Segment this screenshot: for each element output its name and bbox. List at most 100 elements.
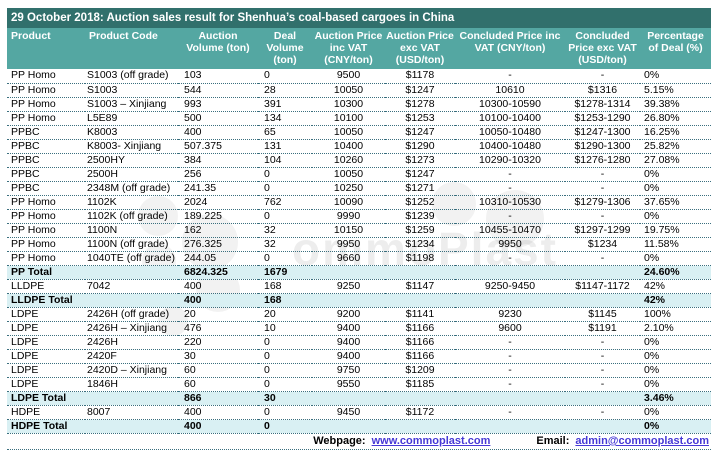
cell-concluded-price-exc-vat: - bbox=[565, 349, 640, 364]
cell-percentage-of-deal: 27.08% bbox=[640, 153, 711, 168]
cell-auction-price-inc-vat: 10250 bbox=[312, 181, 385, 196]
table-row: PP Homo S1003 – Xinjiang 993 391 10300 $1278 1… bbox=[7, 97, 711, 112]
cell-product-code: 1102K bbox=[85, 195, 178, 210]
table-row: PPBC 2500H 256 0 10050 $1247- -0% bbox=[7, 167, 711, 182]
cell-concluded-price-inc-vat: 10310-10530 bbox=[455, 195, 565, 210]
cell-concluded-price-inc-vat: 9950 bbox=[455, 237, 565, 252]
column-header-product-code: Product Code bbox=[85, 28, 178, 69]
cell-auction-volume: 544 bbox=[178, 83, 258, 98]
cell-deal-volume: 0 bbox=[258, 251, 312, 266]
cell-percentage-of-deal: 0% bbox=[640, 349, 711, 364]
cell-concluded-price-inc-vat bbox=[455, 419, 565, 434]
cell-percentage-of-deal: 0% bbox=[640, 181, 711, 196]
table-header-row: Product Product Code Auction Volume (ton) D… bbox=[7, 28, 711, 69]
table-row: PP Homo S1003 544 28 10050 $1247 10610 $1316 5.1… bbox=[7, 83, 711, 98]
cell-auction-price-inc-vat: 10150 bbox=[312, 223, 385, 238]
cell-auction-volume: 60 bbox=[178, 377, 258, 392]
cell-product: LDPE bbox=[7, 349, 85, 364]
cell-auction-volume: 220 bbox=[178, 335, 258, 350]
cell-deal-volume: 131 bbox=[258, 139, 312, 154]
cell-auction-price-exc-vat: $1166 bbox=[385, 335, 455, 350]
cell-concluded-price-exc-vat: $1253-1290 bbox=[565, 111, 640, 126]
cell-auction-price-inc-vat: 9950 bbox=[312, 237, 385, 252]
cell-concluded-price-exc-vat: $1278-1314 bbox=[565, 97, 640, 112]
cell-auction-price-inc-vat: 10100 bbox=[312, 111, 385, 126]
cell-concluded-price-inc-vat: - bbox=[455, 405, 565, 420]
cell-product-code bbox=[85, 419, 178, 434]
cell-auction-price-exc-vat: $1247 bbox=[385, 83, 455, 98]
column-header-percentage-of-deal: Percentage of Deal (%) bbox=[640, 28, 711, 69]
total-row: LLDPE Total 400 168 42% bbox=[7, 293, 711, 308]
cell-product-code: K8003- Xinjiang bbox=[85, 139, 178, 154]
cell-deal-volume: 0 bbox=[258, 167, 312, 182]
column-header-auction-volume: Auction Volume (ton) bbox=[178, 28, 258, 69]
cell-auction-price-inc-vat: 9550 bbox=[312, 377, 385, 392]
cell-concluded-price-inc-vat: - bbox=[455, 167, 565, 182]
cell-deal-volume: 65 bbox=[258, 125, 312, 140]
cell-product: PP Homo bbox=[7, 209, 85, 224]
cell-deal-volume: 0 bbox=[258, 405, 312, 420]
table-row: PPBC 2500HY 384 104 10260 $1273 10290-10320 $12… bbox=[7, 153, 711, 168]
email-link[interactable]: admin@commoplast.com bbox=[575, 435, 709, 447]
cell-auction-volume: 6824.325 bbox=[178, 265, 258, 280]
cell-product: LLDPE bbox=[7, 279, 85, 294]
cell-deal-volume: 20 bbox=[258, 307, 312, 322]
cell-product-code bbox=[85, 293, 178, 308]
cell-auction-price-exc-vat: $1166 bbox=[385, 349, 455, 364]
cell-auction-price-inc-vat: 9400 bbox=[312, 335, 385, 350]
column-header-product: Product bbox=[7, 28, 85, 69]
cell-auction-price-inc-vat: 10050 bbox=[312, 83, 385, 98]
cell-product-code: 2420F bbox=[85, 349, 178, 364]
column-header-auction-price-inc-vat: Auction Price inc VAT (CNY/ton) bbox=[312, 28, 385, 69]
cell-product: LLDPE Total bbox=[7, 293, 85, 308]
cell-product: PPBC bbox=[7, 181, 85, 196]
cell-product: PP Homo bbox=[7, 111, 85, 126]
table-row: PP Homo 1040TE (off grade) 244.05 0 9660 $119… bbox=[7, 251, 711, 266]
cell-auction-price-exc-vat: $1234 bbox=[385, 237, 455, 252]
footer: Webpage: www.commoplast.com Email: admin… bbox=[7, 434, 711, 450]
cell-concluded-price-inc-vat: 10300-10590 bbox=[455, 97, 565, 112]
cell-product-code: S1003 (off grade) bbox=[85, 69, 178, 84]
cell-concluded-price-exc-vat: - bbox=[565, 69, 640, 84]
cell-concluded-price-inc-vat: - bbox=[455, 181, 565, 196]
cell-auction-price-exc-vat: $1147 bbox=[385, 279, 455, 294]
cell-product-code: 2426H – Xinjiang bbox=[85, 321, 178, 336]
cell-concluded-price-inc-vat: - bbox=[455, 377, 565, 392]
cell-auction-volume: 189.225 bbox=[178, 209, 258, 224]
webpage-link[interactable]: www.commoplast.com bbox=[371, 435, 491, 447]
cell-concluded-price-exc-vat: $1247-1300 bbox=[565, 125, 640, 140]
cell-product: LDPE bbox=[7, 363, 85, 378]
cell-percentage-of-deal: 16.25% bbox=[640, 125, 711, 140]
cell-auction-price-exc-vat: $1209 bbox=[385, 363, 455, 378]
cell-concluded-price-exc-vat: - bbox=[565, 251, 640, 266]
cell-concluded-price-inc-vat bbox=[455, 293, 565, 308]
table-row: PP Homo 1102K (off grade) 189.225 0 9990 $123… bbox=[7, 209, 711, 224]
cell-product: PP Homo bbox=[7, 195, 85, 210]
cell-concluded-price-exc-vat: - bbox=[565, 363, 640, 378]
cell-product-code: 2426H bbox=[85, 335, 178, 350]
cell-concluded-price-exc-vat: $1191 bbox=[565, 321, 640, 336]
cell-product-code: 1100N bbox=[85, 223, 178, 238]
cell-concluded-price-exc-vat: - bbox=[565, 405, 640, 420]
cell-auction-price-inc-vat: 9450 bbox=[312, 405, 385, 420]
cell-auction-price-exc-vat: $1247 bbox=[385, 167, 455, 182]
cell-auction-price-inc-vat bbox=[312, 265, 385, 280]
cell-percentage-of-deal: 0% bbox=[640, 69, 711, 84]
cell-concluded-price-inc-vat: 10610 bbox=[455, 83, 565, 98]
column-header-concluded-price-exc-vat: Concluded Price exc VAT (USD/ton) bbox=[565, 28, 640, 69]
cell-auction-price-inc-vat: 10050 bbox=[312, 167, 385, 182]
cell-auction-volume: 241.35 bbox=[178, 181, 258, 196]
cell-auction-price-exc-vat bbox=[385, 391, 455, 406]
table-row: LDPE 2420F 30 0 9400 $1166- -0% bbox=[7, 349, 711, 364]
cell-auction-volume: 244.05 bbox=[178, 251, 258, 266]
report-title-bar: 29 October 2018: Auction sales result fo… bbox=[7, 8, 711, 28]
cell-deal-volume: 10 bbox=[258, 321, 312, 336]
table-row: LDPE 2426H 220 0 9400 $1166- -0% bbox=[7, 335, 711, 350]
cell-deal-volume: 168 bbox=[258, 293, 312, 308]
cell-percentage-of-deal: 0% bbox=[640, 335, 711, 350]
cell-deal-volume: 0 bbox=[258, 335, 312, 350]
cell-product: LDPE bbox=[7, 377, 85, 392]
table-row: LDPE 1846H 60 0 9550 $1185- -0% bbox=[7, 377, 711, 392]
cell-concluded-price-exc-vat: $1145 bbox=[565, 307, 640, 322]
table-row: PP Homo S1003 (off grade) 103 0 9500 $1178- -0… bbox=[7, 69, 711, 84]
